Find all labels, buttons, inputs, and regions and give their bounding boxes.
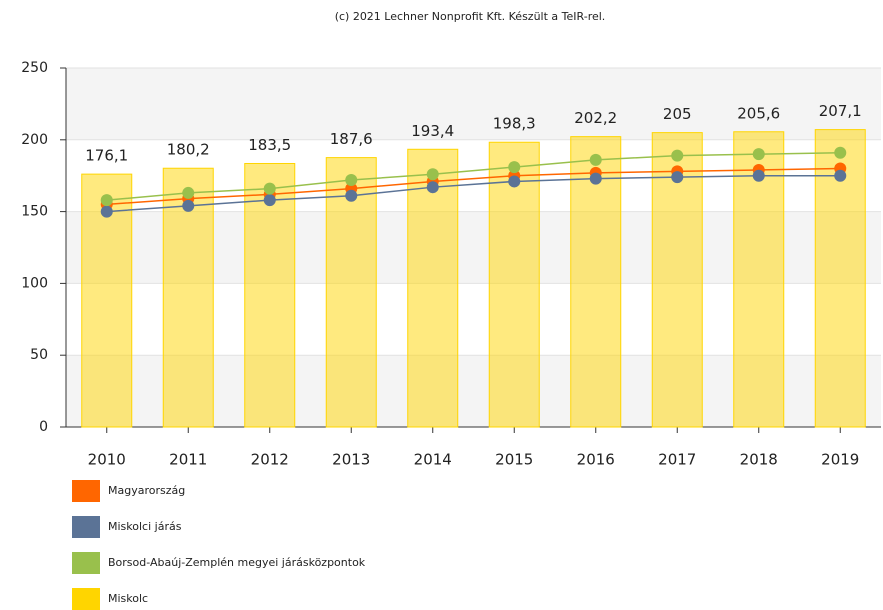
x-tick-label: 2015 xyxy=(495,451,533,469)
point xyxy=(834,169,847,182)
line xyxy=(106,151,841,201)
point xyxy=(100,194,113,207)
point xyxy=(671,171,684,184)
point xyxy=(345,174,358,187)
x-tick-label: 2013 xyxy=(332,451,370,469)
point xyxy=(589,172,602,185)
value-label: 183,5 xyxy=(248,136,291,154)
value-label: 180,2 xyxy=(167,141,210,159)
credit: (c) 2021 Lechner Nonprofit Kft. Készült … xyxy=(335,10,606,23)
value-label: 198,3 xyxy=(493,115,536,133)
point xyxy=(263,194,276,207)
y-tick-label: 0 xyxy=(39,419,48,435)
bar xyxy=(407,148,459,428)
legend-swatch xyxy=(72,516,100,538)
bar xyxy=(162,167,214,428)
point xyxy=(182,199,195,212)
value-label: 176,1 xyxy=(85,147,128,165)
x-tick-label: 2019 xyxy=(821,451,859,469)
legend-swatch xyxy=(72,480,100,502)
x-tick-label: 2014 xyxy=(414,451,452,469)
value-label: 207,1 xyxy=(819,102,862,120)
point xyxy=(834,146,847,159)
point xyxy=(589,153,602,166)
point xyxy=(182,186,195,199)
x-tick-label: 2011 xyxy=(169,451,207,469)
legend-label: Miskolci járás xyxy=(108,520,182,533)
line xyxy=(106,167,841,206)
bar xyxy=(325,157,377,428)
legend-swatch xyxy=(72,588,100,610)
point xyxy=(508,161,521,174)
y-tick-label: 200 xyxy=(21,132,48,148)
y-tick-label: 150 xyxy=(21,204,48,220)
point xyxy=(100,205,113,218)
x-tick-label: 2016 xyxy=(577,451,615,469)
plot-band xyxy=(66,68,881,140)
bar xyxy=(488,141,540,428)
value-label: 187,6 xyxy=(330,130,373,148)
x-tick-label: 2010 xyxy=(88,451,126,469)
legend-label: Magyarország xyxy=(108,484,185,497)
point xyxy=(508,175,521,188)
bar xyxy=(81,173,133,428)
point xyxy=(426,168,439,181)
value-label: 202,2 xyxy=(574,109,617,127)
bar xyxy=(244,162,296,428)
point xyxy=(752,148,765,161)
value-label: 205,6 xyxy=(737,104,780,122)
bar xyxy=(570,136,622,428)
x-tick-label: 2017 xyxy=(658,451,696,469)
legend-label: Borsod-Abaúj-Zemplén megyei járásközpont… xyxy=(108,556,366,569)
point xyxy=(752,169,765,182)
x-tick-label: 2018 xyxy=(740,451,778,469)
point xyxy=(263,182,276,195)
value-label: 205 xyxy=(663,105,692,123)
value-label: 193,4 xyxy=(411,122,454,140)
line xyxy=(106,174,841,213)
point xyxy=(671,149,684,162)
y-tick-label: 50 xyxy=(30,347,48,363)
y-tick-label: 250 xyxy=(21,60,48,76)
legend-label: Miskolc xyxy=(108,592,148,605)
point xyxy=(345,189,358,202)
legend-swatch xyxy=(72,552,100,574)
point xyxy=(426,181,439,194)
x-tick-label: 2012 xyxy=(251,451,289,469)
y-tick-label: 100 xyxy=(21,275,48,291)
